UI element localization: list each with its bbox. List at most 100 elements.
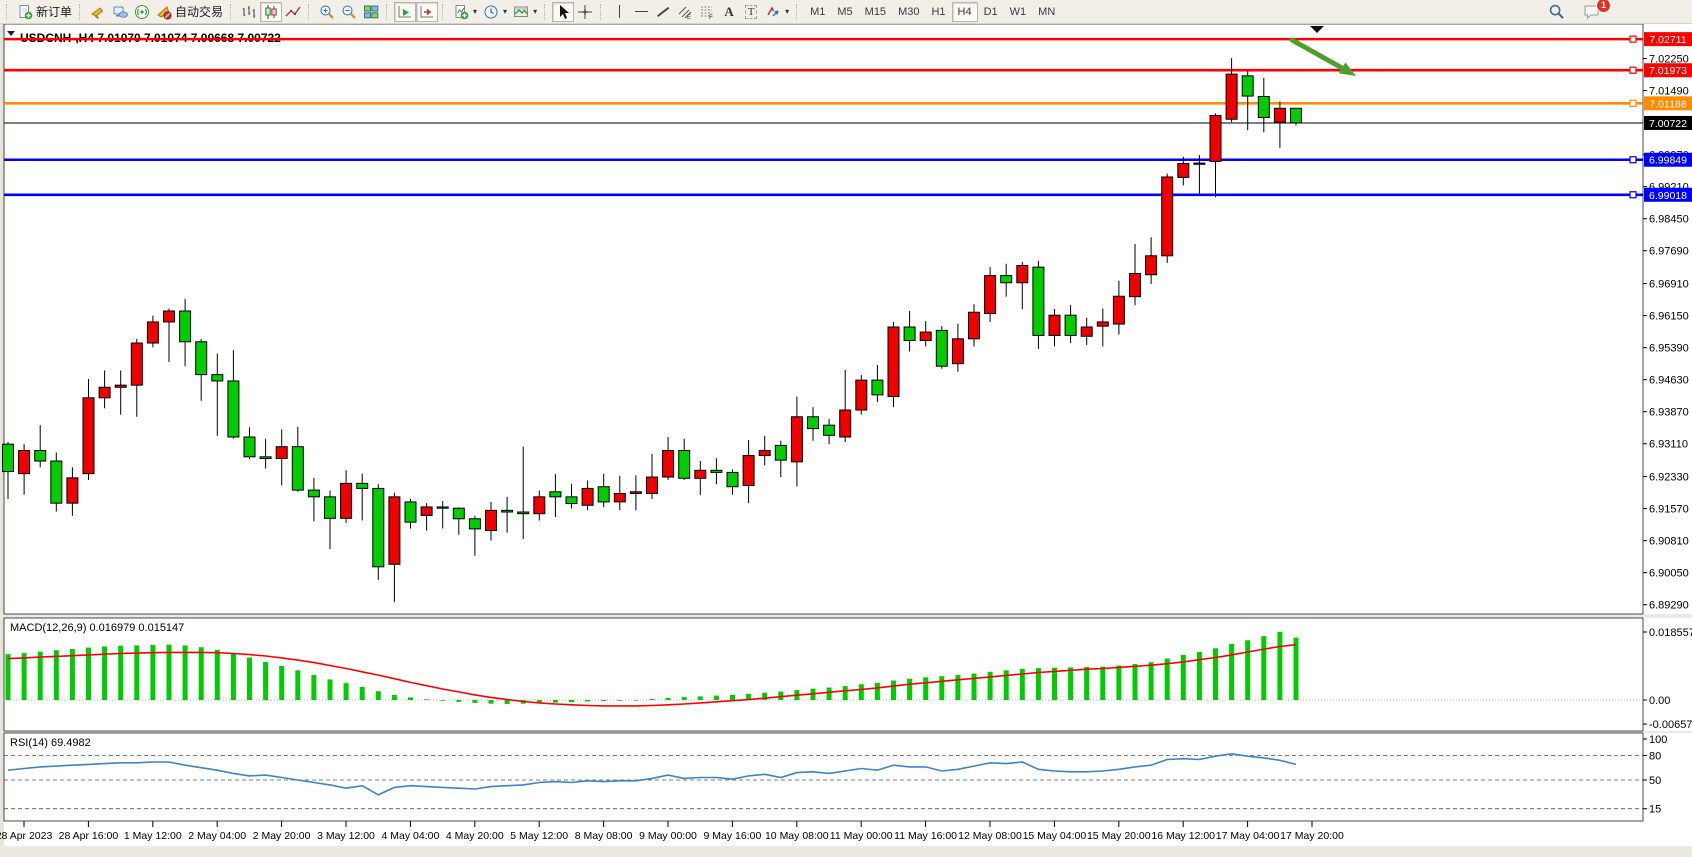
- shapes-button[interactable]: ▾: [762, 2, 792, 22]
- timeframe-m1-button[interactable]: M1: [810, 5, 826, 18]
- candle-body: [1032, 266, 1045, 336]
- text-button[interactable]: A: [718, 2, 740, 22]
- zoom-in-button[interactable]: [316, 2, 338, 22]
- timeframe-mn-button[interactable]: MN: [1038, 5, 1056, 18]
- macd-histogram-bar: [939, 676, 945, 700]
- candle-body: [629, 491, 642, 494]
- timeframe-h4-button[interactable]: H4: [951, 1, 978, 22]
- chart-shift-button[interactable]: [416, 1, 439, 22]
- down-triangle-marker[interactable]: [1310, 26, 1324, 33]
- level-line-handle[interactable]: [1629, 191, 1637, 199]
- new-order-label: 新订单: [36, 5, 73, 19]
- level-line-handle[interactable]: [1629, 35, 1637, 43]
- periods-button[interactable]: ▾: [480, 2, 510, 22]
- market-button[interactable]: [109, 2, 131, 22]
- indicators-icon: [455, 4, 469, 19]
- price-badge: [1644, 115, 1692, 130]
- candlestick-chart-button[interactable]: [260, 1, 283, 22]
- equidistant-channel-button[interactable]: E: [674, 2, 696, 22]
- arrow-head[interactable]: [1338, 62, 1356, 76]
- timeframe-m30-button[interactable]: M30: [898, 5, 920, 18]
- vertical-line-icon: [618, 5, 620, 18]
- price-badge: [1644, 96, 1692, 111]
- macd-histogram-bar: [102, 646, 108, 700]
- macd-histogram-bar: [391, 694, 397, 700]
- candle-body: [195, 341, 208, 376]
- window-left-edge: [0, 24, 4, 846]
- timeframe-m15-button[interactable]: M15: [864, 5, 887, 18]
- signal-button[interactable]: [131, 2, 153, 22]
- macd-histogram-bar: [182, 645, 188, 700]
- arrow-annotation[interactable]: [1289, 37, 1356, 76]
- zoom-out-button[interactable]: [338, 2, 360, 22]
- macd-axis-label: 0.00: [1649, 695, 1670, 707]
- candle-body: [436, 506, 449, 509]
- candle-body: [420, 506, 433, 516]
- candle-body: [871, 379, 884, 396]
- cloud-computer-icon: [113, 6, 129, 18]
- bar-chart-button[interactable]: [238, 2, 260, 22]
- macd-panel-border: [3, 617, 1644, 732]
- crosshair-button[interactable]: [574, 2, 596, 22]
- candle-body: [356, 482, 369, 489]
- trendline-icon: [657, 6, 670, 17]
- panel-separator[interactable]: [0, 731, 1692, 733]
- macd-histogram-bar: [504, 700, 510, 705]
- candle-body: [742, 455, 755, 486]
- price-tick-label: 6.96150: [1649, 311, 1689, 323]
- candle-body: [114, 384, 127, 388]
- tile-windows-button[interactable]: [360, 2, 382, 22]
- cursor-button[interactable]: [552, 1, 575, 22]
- candle-body: [968, 311, 980, 340]
- candle-body: [1064, 314, 1077, 336]
- price-badge: [1644, 187, 1692, 202]
- macd-histogram-bar: [842, 686, 848, 700]
- horizontal-line-button[interactable]: [630, 2, 652, 22]
- timeframe-d1-button[interactable]: D1: [983, 5, 998, 18]
- arrow-shaft[interactable]: [1289, 37, 1345, 71]
- auto-scroll-button[interactable]: [394, 1, 417, 22]
- macd-histogram-bar: [456, 700, 462, 702]
- price-axis[interactable]: 7.022507.014906.999706.992106.984506.976…: [1643, 32, 1692, 816]
- line-chart-button[interactable]: [282, 2, 304, 22]
- time-axis-label: 3 May 12:00: [317, 830, 375, 842]
- price-tick-label: 6.91570: [1649, 504, 1689, 516]
- macd-axis-label: 0.018557: [1649, 627, 1692, 639]
- text-label-button[interactable]: T: [740, 2, 762, 22]
- macd-histogram-bar: [1245, 640, 1251, 700]
- megaphone-button[interactable]: [87, 2, 109, 22]
- candle-body: [1129, 272, 1141, 298]
- candle-body: [774, 444, 787, 461]
- indicators-button[interactable]: ▾: [450, 2, 480, 22]
- level-line-handle[interactable]: [1629, 66, 1637, 74]
- time-axis-label: 9 May 00:00: [639, 830, 697, 842]
- timeframe-m5-button[interactable]: M5: [837, 5, 853, 18]
- candle-body: [662, 449, 675, 478]
- auto-trading-button[interactable]: 自动交易: [153, 2, 226, 22]
- templates-button[interactable]: ▾: [510, 2, 540, 22]
- candle-body: [935, 329, 948, 367]
- search-button[interactable]: [1545, 2, 1568, 22]
- chart-menu-icon[interactable]: [7, 31, 15, 36]
- candle-body: [340, 482, 353, 519]
- candle-body: [807, 416, 819, 430]
- fibonacci-button[interactable]: F: [696, 2, 718, 22]
- vertical-line-button[interactable]: [608, 2, 630, 22]
- timeframe-w1-button[interactable]: W1: [1009, 5, 1027, 18]
- chat-button[interactable]: 1: [1580, 0, 1611, 22]
- trendline-button[interactable]: [652, 2, 674, 22]
- panel-separator[interactable]: [0, 614, 1692, 618]
- candle-body: [275, 446, 288, 459]
- candle-body: [549, 491, 562, 498]
- level-line-handle[interactable]: [1629, 99, 1637, 107]
- candle-body: [1225, 73, 1238, 120]
- level-line-handle[interactable]: [1629, 156, 1637, 164]
- macd-histogram-bar: [86, 647, 91, 700]
- price-badge: [1644, 32, 1692, 47]
- timeframe-h1-button[interactable]: H1: [931, 5, 946, 18]
- new-order-button[interactable]: 新订单: [14, 2, 75, 22]
- megaphone-icon: [91, 6, 104, 19]
- time-axis[interactable]: 28 Apr 2023 28 Apr 16:00 1 May 12:00 2 May …: [0, 821, 1344, 842]
- macd-histogram-bar: [1019, 668, 1025, 700]
